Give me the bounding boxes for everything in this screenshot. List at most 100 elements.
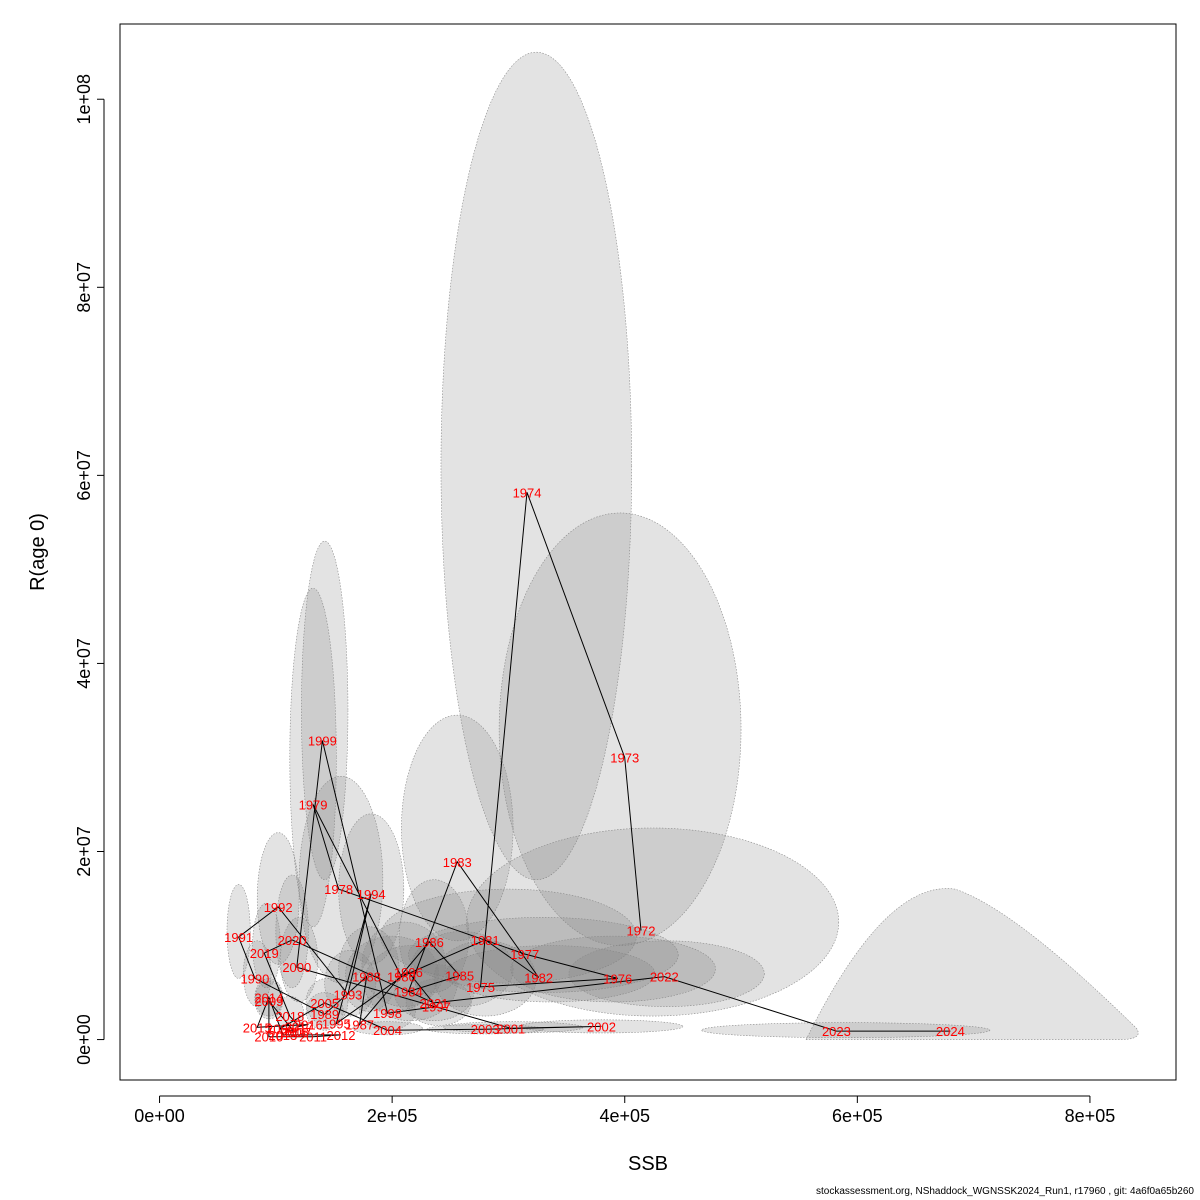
y-tick-label: 4e+07 (74, 638, 94, 689)
region-1994 (338, 813, 405, 965)
year-label-2013: 2013 (268, 1028, 297, 1043)
year-label-2002: 2002 (587, 1019, 616, 1034)
year-label-2003: 2003 (471, 1022, 500, 1037)
year-label-2005: 2005 (310, 996, 339, 1011)
year-label-1996: 1996 (394, 965, 423, 980)
uncertainty-regions (226, 51, 1139, 1040)
y-axis: 0e+00 2e+07 4e+07 6e+07 8e+07 1e+08 (74, 74, 105, 1065)
year-label-2017: 2017 (285, 1019, 314, 1034)
region-1976 (510, 935, 716, 1003)
year-label-2012: 2012 (327, 1028, 356, 1043)
y-tick-label: 2e+07 (74, 826, 94, 877)
region-2022 (568, 940, 765, 1007)
region-2005 (305, 978, 349, 1026)
year-label-2015: 2015 (243, 1020, 272, 1035)
region-2000 (280, 917, 319, 1003)
year-label-1986: 1986 (415, 935, 444, 950)
year-label-1976: 1976 (603, 971, 632, 986)
year-label-2021: 2021 (420, 996, 449, 1011)
region-1983 (401, 714, 514, 942)
year-label-1975: 1975 (466, 980, 495, 995)
year-label-1977: 1977 (510, 947, 539, 962)
year-label-1978: 1978 (324, 882, 353, 897)
year-label-2001: 2001 (496, 1021, 525, 1036)
year-label-1985: 1985 (445, 969, 474, 984)
time-path (237, 492, 951, 1038)
year-label-1983: 1983 (443, 855, 472, 870)
year-label-2016: 2016 (294, 1018, 323, 1033)
region-1986 (398, 879, 470, 993)
year-label-1974: 1974 (513, 485, 542, 500)
x-axis-title: SSB (628, 1153, 668, 1175)
region-2020 (275, 874, 309, 989)
year-label-2009: 2009 (254, 994, 283, 1009)
year-label-1980: 1980 (387, 970, 416, 985)
region-1982 (445, 945, 656, 1003)
year-label-2023: 2023 (822, 1024, 851, 1039)
year-label-1997: 1997 (422, 1000, 451, 1015)
x-tick-label: 4e+05 (599, 1106, 650, 1126)
year-label-1987: 1987 (345, 1018, 374, 1033)
year-label-1988: 1988 (352, 970, 381, 985)
region-2004 (352, 1021, 423, 1036)
x-tick-label: 6e+05 (832, 1106, 883, 1126)
year-label-1991: 1991 (224, 930, 253, 945)
x-tick-label: 8e+05 (1065, 1106, 1116, 1126)
year-label-2018: 2018 (275, 1009, 304, 1024)
year-label-1990: 1990 (240, 971, 269, 986)
year-labels: 1972 1973 1974 1975 1976 1977 1978 1979 1980 1981… (224, 485, 965, 1044)
x-axis: 0e+00 2e+05 4e+05 6e+05 8e+05 (134, 1095, 1116, 1126)
footer-credit: stockassessment.org, NShaddock_WGNSSK202… (815, 1186, 1194, 1197)
year-label-2024: 2024 (936, 1024, 965, 1039)
region-1989 (305, 992, 344, 1031)
year-label-1981: 1981 (471, 933, 500, 948)
y-tick-label: 1e+08 (74, 74, 94, 125)
region-1974 (440, 51, 633, 881)
region-1981 (380, 888, 637, 984)
y-tick-label: 8e+07 (74, 262, 94, 313)
region-2024 (805, 888, 1139, 1040)
year-label-1984: 1984 (394, 985, 423, 1000)
year-label-2022: 2022 (650, 970, 679, 985)
year-label-2011: 2011 (299, 1030, 327, 1045)
year-label-1995: 1995 (322, 1017, 351, 1032)
year-label-2006: 2006 (266, 1021, 295, 1036)
region-1990 (242, 940, 272, 1007)
year-label-2008: 2008 (280, 1025, 309, 1040)
region-1996 (361, 921, 446, 1007)
year-label-2020: 2020 (278, 933, 307, 948)
year-label-2014: 2014 (254, 990, 283, 1005)
path-line (237, 492, 951, 1038)
region-1973 (498, 512, 742, 946)
region-2023 (701, 1022, 991, 1038)
region-1988 (338, 926, 400, 1012)
year-label-1999: 1999 (308, 734, 337, 749)
year-label-2010: 2010 (254, 1030, 283, 1045)
region-1980 (345, 935, 439, 1012)
year-label-1982: 1982 (524, 971, 553, 986)
year-label-2000: 2000 (282, 960, 311, 975)
year-label-1989: 1989 (310, 1007, 339, 1022)
year-label-1973: 1973 (610, 750, 639, 765)
region-1992 (256, 832, 300, 965)
x-tick-label: 0e+00 (134, 1106, 185, 1126)
plot-frame (119, 23, 1177, 1081)
year-label-1994: 1994 (357, 887, 386, 902)
year-label-1993: 1993 (333, 987, 362, 1002)
region-1991 (226, 884, 251, 979)
year-label-2019: 2019 (250, 946, 279, 961)
y-tick-label: 0e+00 (74, 1014, 94, 1065)
region-1972 (466, 827, 840, 1017)
year-label-1972: 1972 (627, 923, 656, 938)
x-tick-label: 2e+05 (367, 1106, 418, 1126)
region-1999 (301, 540, 349, 881)
year-label-2004: 2004 (373, 1023, 402, 1038)
year-label-1979: 1979 (299, 797, 328, 812)
year-label-2007: 2007 (282, 1025, 311, 1040)
y-tick-label: 6e+07 (74, 450, 94, 501)
year-label-1992: 1992 (264, 900, 293, 915)
y-axis-title: R(age 0) (27, 513, 49, 591)
year-label-1998: 1998 (373, 1006, 402, 1021)
